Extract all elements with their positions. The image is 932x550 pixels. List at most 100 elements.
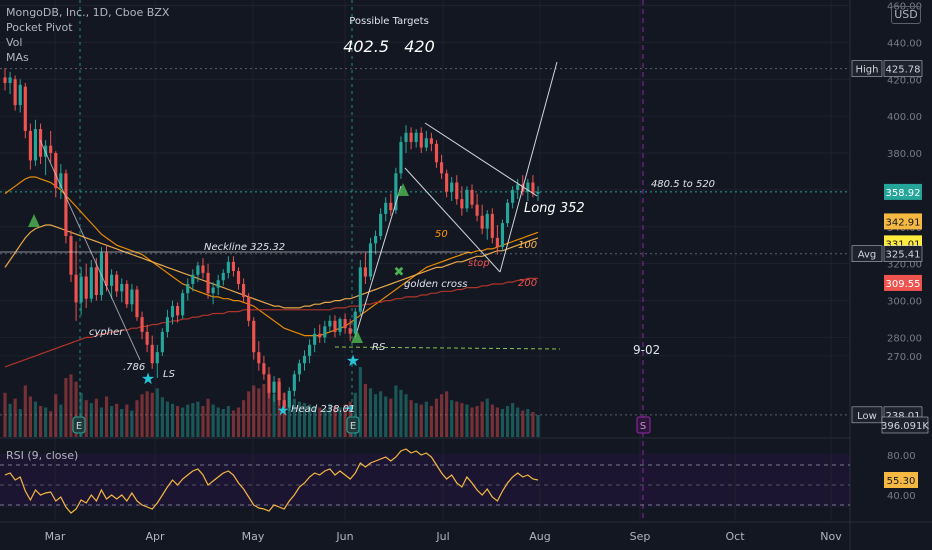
price-label-342.91: 342.91: [884, 213, 922, 230]
candle: [211, 282, 215, 305]
price-label-325.41: 325.41 Avg: [851, 245, 923, 262]
candle-body: [216, 280, 220, 288]
candle: [516, 178, 520, 200]
candle-body: [135, 289, 139, 318]
candle-body: [8, 77, 12, 83]
candle: [170, 300, 175, 325]
candle: [297, 359, 301, 382]
candle: [272, 376, 276, 402]
fib-label: .786: [123, 362, 145, 373]
volume-bar: [28, 396, 32, 437]
volume-bar: [429, 406, 433, 437]
indicator-pocket-pivot[interactable]: Pocket Pivot: [6, 21, 73, 34]
volume-bar: [267, 389, 271, 437]
candle: [247, 293, 251, 327]
indicator-mas[interactable]: MAs: [6, 51, 29, 64]
candle: [460, 186, 464, 216]
candle-body: [460, 199, 464, 209]
candle-body: [160, 331, 164, 353]
candle: [206, 263, 210, 299]
candle-body: [211, 287, 215, 294]
channel-lower: [404, 167, 501, 273]
candle-body: [429, 138, 433, 144]
candle: [150, 335, 154, 369]
candle-body: [176, 306, 180, 316]
time-tick-nov: Nov: [820, 530, 842, 543]
targets-label: 402.5 420: [343, 37, 435, 56]
candle-body: [353, 311, 357, 334]
volume-bar: [323, 409, 327, 437]
indicator-vol[interactable]: Vol: [6, 36, 23, 49]
candle: [267, 366, 271, 399]
price-tick-label: 320.00: [887, 260, 922, 271]
neckline-label: Neckline 325.32: [204, 242, 285, 253]
candle-body: [104, 252, 109, 286]
volume-bar: [59, 404, 63, 437]
possible-targets-label: Possible Targets: [349, 16, 429, 27]
candle-body: [252, 320, 256, 353]
volume-bar: [236, 407, 241, 437]
price-label-box: [884, 274, 922, 291]
price-label-box: [883, 245, 923, 262]
candle: [307, 339, 312, 364]
volume-bar: [500, 409, 505, 437]
chart-title: MongoDB, Inc., 1D, Cboe BZX: [6, 6, 170, 19]
volume-bar: [221, 409, 225, 437]
earnings-marker-1[interactable]: E: [72, 416, 86, 434]
earnings-marker-2[interactable]: E: [346, 416, 360, 434]
candle: [353, 307, 357, 338]
candle-body: [201, 265, 205, 273]
volume-bar: [13, 398, 17, 437]
candle-body: [307, 344, 312, 356]
volume-bar: [155, 388, 159, 437]
candle-body: [531, 182, 535, 194]
ls-label: LS: [163, 369, 176, 380]
volume-bar: [23, 385, 27, 437]
candle-body: [399, 141, 403, 174]
candle: [394, 167, 398, 214]
price-tick-label: 460.00: [887, 2, 922, 13]
rally-line: [354, 185, 402, 339]
candle: [348, 318, 352, 342]
candle: [236, 267, 241, 290]
volume-bar: [516, 407, 520, 437]
candle: [160, 328, 164, 356]
candle: [455, 175, 459, 205]
rsi-band: [0, 454, 850, 507]
candle: [409, 127, 413, 150]
volume-bar: [89, 403, 93, 437]
volume-bar: [343, 404, 347, 437]
volume-bar: [201, 406, 205, 437]
candle-body: [292, 374, 296, 391]
time-tick-aug: Aug: [529, 530, 550, 543]
candle: [475, 193, 479, 222]
candle: [302, 350, 307, 371]
long-label: Long 352: [524, 201, 585, 216]
price-tick-label: 420.00: [887, 75, 922, 86]
volume-bar: [160, 397, 164, 437]
future-marker[interactable]: S: [636, 416, 651, 434]
candle-body: [191, 274, 195, 284]
volume-bar: [44, 407, 48, 437]
candle-body: [196, 265, 200, 275]
volume-bar: [404, 394, 408, 437]
ma-line-100: [4, 224, 539, 309]
volume-bar: [373, 394, 378, 437]
time-tick-jul: Jul: [435, 530, 449, 543]
candle-body: [186, 283, 190, 294]
volume-bar: [211, 404, 215, 437]
volume-bar: [536, 414, 540, 437]
candle: [165, 309, 170, 338]
ma-line-50: [4, 176, 539, 337]
candle-body: [140, 317, 144, 332]
price-tick-label: 440.00: [887, 38, 922, 49]
indicator-rsi[interactable]: RSI (9, close): [6, 449, 79, 462]
candle: [490, 208, 494, 244]
volume-bar: [110, 406, 114, 437]
price-label-309.55: 309.55: [884, 274, 922, 291]
volume-bar: [38, 406, 43, 437]
candle: [226, 256, 230, 279]
currency-button[interactable]: USD: [891, 6, 921, 24]
volume-bar: [353, 392, 357, 437]
